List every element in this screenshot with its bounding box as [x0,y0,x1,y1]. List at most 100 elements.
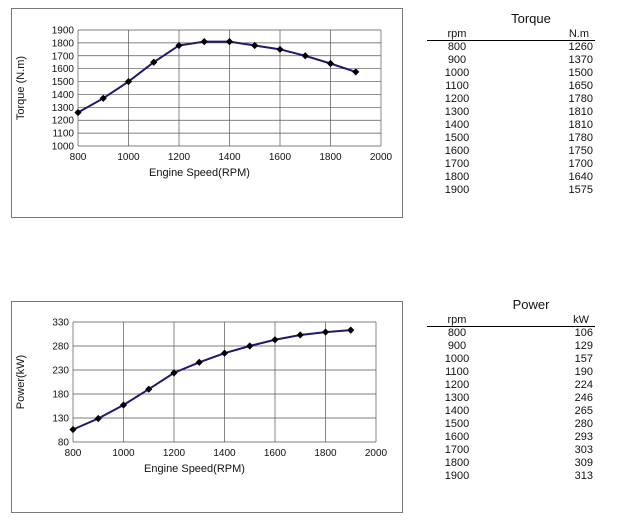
torque-data-point [150,58,158,66]
torque-cell-rpm: 1400 [444,119,470,131]
power-table-row: 1200 224 [427,379,595,392]
torque-table-row: 1900 1575 [427,184,595,197]
torque-data-point [326,59,335,68]
power-data-point [69,425,77,434]
power-chart: 800 1000 1200 1400 1600 1800 2000 80 130 180 230 28… [15,318,388,476]
torque-cell-rpm: 800 [447,41,467,53]
power-cell-value: 129 [574,340,593,352]
power-cell-value: 224 [574,379,593,391]
torque-y-tick-label: 1400 [52,90,75,101]
power-cell-rpm: 1300 [444,392,470,404]
power-y-tick-label: 280 [52,342,69,353]
torque-cell-value: 1260 [568,41,593,53]
torque-y-tick-label: 1900 [52,26,75,37]
torque-cell-rpm: 1200 [444,93,470,105]
torque-x-tick-label: 1400 [218,152,241,163]
power-data-point [246,342,254,350]
torque-data-point [99,94,107,102]
torque-data-point [74,108,82,117]
torque-cell-value: 1650 [568,80,593,92]
power-cell-rpm: 1200 [444,379,470,391]
power-data-point [347,326,355,334]
power-table-row: 1600 293 [427,431,595,444]
power-cell-value: 293 [574,431,593,443]
torque-col-rpm: rpm [447,28,467,40]
torque-table-row: 1400 1810 [427,119,595,132]
torque-data-point [225,38,234,46]
torque-y-tick-label: 1200 [52,116,75,127]
power-col-rpm: rpm [447,314,467,326]
power-table-row: 1700 303 [427,444,595,457]
torque-data-point [200,38,208,46]
torque-table-title: Torque [511,11,551,26]
power-cell-rpm: 1600 [444,431,470,443]
power-table-row: 800 106 [427,327,595,340]
torque-x-tick-label: 1200 [168,152,191,163]
power-cell-value: 309 [574,457,593,469]
torque-cell-rpm: 1800 [444,171,470,183]
power-cell-rpm: 1700 [444,444,470,456]
torque-table-row: 1100 1650 [427,80,595,93]
power-x-tick-label: 1200 [163,448,186,459]
power-y-tick-label: 330 [52,318,69,329]
torque-table: Torque rpm N.m 800 1260 900 1370 1000 1500 110… [427,10,595,197]
power-cell-value: 157 [574,353,593,365]
torque-table-row: 900 1370 [427,54,595,67]
torque-y-tick-label: 1800 [52,38,75,49]
torque-cell-rpm: 1500 [444,132,470,144]
torque-cell-value: 1700 [568,158,593,170]
power-x-axis-title: Engine Speed(RPM) [144,463,245,475]
power-table-row: 1100 190 [427,366,595,379]
power-data-point [321,328,330,336]
power-table-row: 1900 313 [427,470,595,483]
torque-table-row: 1500 1780 [427,132,595,145]
torque-x-tick-label: 1800 [319,152,342,163]
torque-cell-rpm: 1100 [445,80,469,92]
torque-table-row: 1600 1750 [427,145,595,158]
torque-cell-rpm: 1700 [444,158,470,170]
torque-col-nm: N.m [568,28,589,40]
torque-chart-frame: 800 1000 1200 1400 1600 1800 2000 1000 1100 1200 1… [11,8,403,218]
torque-chart: 800 1000 1200 1400 1600 1800 20001000110012001… [15,26,393,180]
torque-data-point [124,77,133,86]
power-cell-value: 246 [574,392,593,404]
power-table-row: 1000 157 [427,353,595,366]
torque-y-tick-label: 1600 [52,64,75,75]
torque-table-row: 1000 1500 [427,67,595,80]
power-cell-rpm: 1900 [444,470,470,482]
torque-x-tick-label: 1000 [117,152,140,163]
torque-data-point [301,52,309,60]
power-y-tick-label: 230 [52,366,69,377]
torque-table-row: 1700 1700 [427,158,595,171]
torque-x-axis-title: Engine Speed(RPM) [149,167,250,179]
power-data-point [271,336,279,344]
power-cell-value: 313 [574,470,593,482]
power-table-row: 1300 246 [427,392,595,405]
power-x-tick-label: 1000 [112,448,135,459]
torque-cell-rpm: 1600 [444,145,470,157]
power-chart-frame: 800 1000 1200 1400 1600 1800 2000 80 130 180 230 28… [11,301,403,513]
power-table-row: 1500 280 [427,418,595,431]
power-table-row: 900 129 [427,340,595,353]
power-col-kw: kW [573,314,589,326]
power-table: Power rpm kW 800 106 900 129 1000 157 1100 190 1… [427,296,595,483]
power-y-tick-label: 80 [58,438,70,449]
power-x-tick-label: 2000 [365,448,388,459]
torque-cell-rpm: 1000 [444,67,470,79]
torque-cell-value: 1810 [568,119,593,131]
torque-cell-value: 1500 [568,67,593,79]
power-series-line [72,329,351,431]
power-cell-value: 303 [574,444,593,456]
power-data-point [296,331,304,339]
torque-cell-value: 1370 [568,54,593,66]
torque-cell-value: 1640 [568,171,593,183]
torque-table-header: rpm N.m [427,28,595,41]
power-cell-rpm: 1400 [444,405,470,417]
power-x-tick-label: 1800 [314,448,337,459]
torque-cell-value: 1780 [568,132,593,144]
power-x-tick-label: 800 [65,448,82,459]
power-x-tick-label: 1400 [213,448,236,459]
power-data-point [94,414,102,423]
torque-cell-value: 1575 [568,184,593,196]
power-cell-value: 280 [574,418,593,430]
